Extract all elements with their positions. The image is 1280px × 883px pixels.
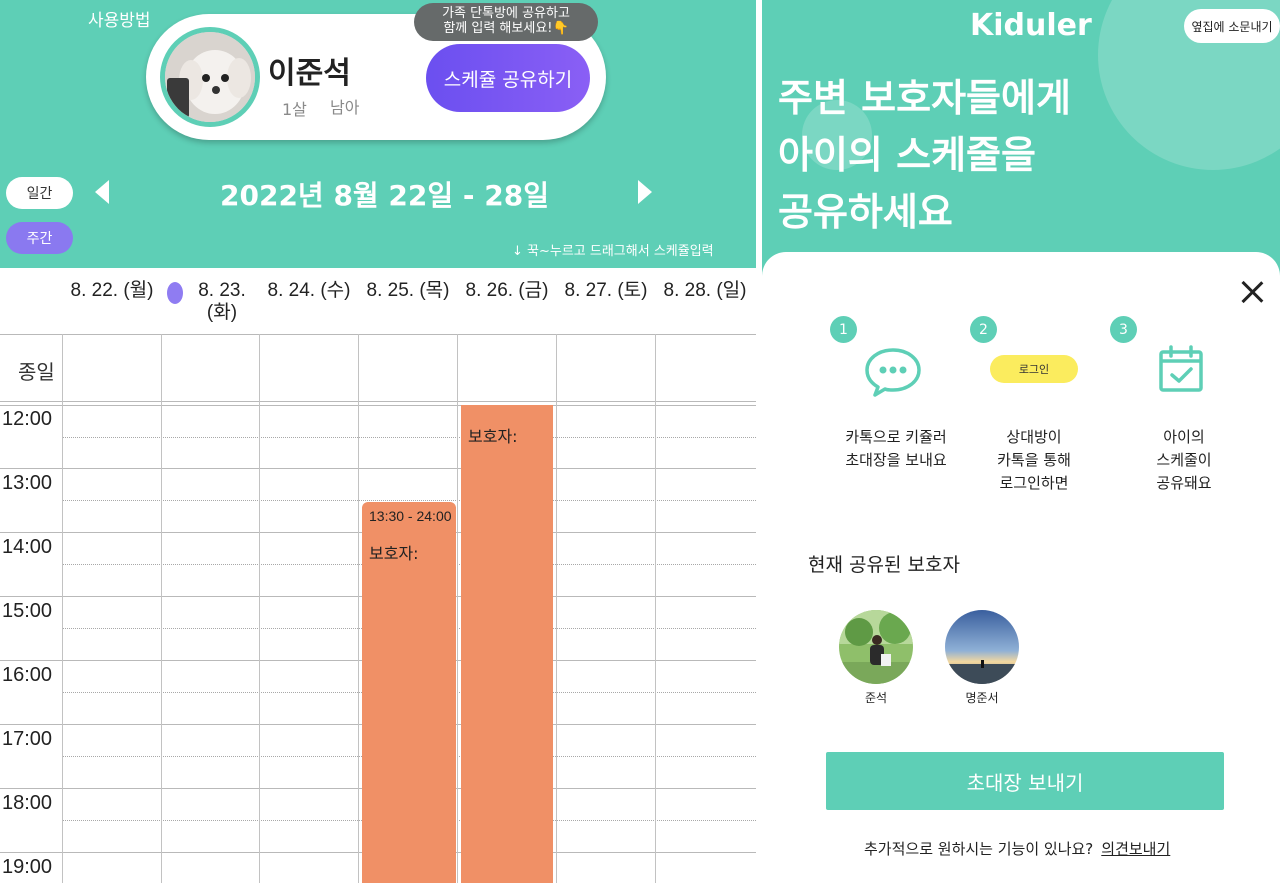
spread-word-button[interactable]: 옆집에 소문내기	[1184, 9, 1280, 43]
event-title: 보호자:	[468, 427, 518, 446]
share-schedule-button[interactable]: 스케쥴 공유하기	[426, 44, 590, 112]
step-text: 카톡으로 키쥴러 초대장을 보내요	[845, 428, 947, 469]
feedback-row: 추가적으로 원하시는 기능이 있나요? 의견보내기	[864, 838, 1170, 859]
step-text: 상대방이 카톡을 통해 로그인하면	[997, 428, 1071, 492]
share-tooltip: 가족 단톡방에 공유하고 함께 입력 해보세요!👇	[414, 3, 598, 41]
next-week-icon[interactable]	[638, 180, 652, 204]
today-indicator-icon	[167, 282, 183, 304]
guardian-avatar	[945, 610, 1019, 684]
share-sheet: 1 2 3 로그인 카톡으로 키쥴러 초대장을 보내요 상대방이 카톡을 통해 …	[762, 252, 1280, 883]
chat-bubble-icon	[865, 348, 921, 397]
day-label-wed[interactable]: 8. 24. (수)	[267, 280, 351, 301]
time-label: 17:00	[2, 728, 53, 750]
child-gender: 남아	[330, 98, 360, 117]
time-label: 14:00	[2, 536, 53, 558]
guardian-name: 명준서	[965, 691, 999, 705]
shared-guardians-title: 현재 공유된 보호자	[808, 554, 960, 576]
guardian-name: 준석	[864, 691, 888, 705]
login-badge: 로그인	[990, 355, 1078, 383]
weekly-view-toggle[interactable]: 주간	[6, 222, 73, 254]
all-day-label: 종일	[18, 360, 55, 384]
feedback-text: 추가적으로 원하시는 기능이 있나요?	[864, 840, 1094, 858]
child-avatar	[160, 27, 260, 127]
schedule-event-fri[interactable]: 보호자:	[461, 405, 553, 883]
decor-circle	[802, 100, 872, 170]
day-label-tue[interactable]: 8. 23. (화)	[198, 280, 246, 323]
time-label: 19:00	[2, 856, 53, 878]
time-label: 15:00	[2, 600, 53, 622]
hero-heading: 주변 보호자들에게 아이의 스케줄을 공유하세요	[778, 76, 1071, 234]
guardian-item[interactable]: 준석	[838, 610, 914, 706]
schedule-panel: 사용방법 이준석 1살 남아 스케쥴 공유하기 가족 단톡방에 공유하고 함께 …	[0, 0, 756, 883]
day-label-sat[interactable]: 8. 27. (토)	[564, 280, 648, 301]
day-label-sun[interactable]: 8. 28. (일)	[663, 280, 747, 301]
guardian-item[interactable]: 명준서	[944, 610, 1020, 706]
how-to-link[interactable]: 사용방법	[88, 11, 151, 31]
time-label: 12:00	[2, 408, 53, 430]
step-number: 1	[830, 316, 857, 343]
day-header-row: 8. 22. (월) 8. 23. (화) 8. 24. (수) 8. 25. …	[0, 268, 756, 334]
brand-logo: Kiduler	[970, 8, 1092, 43]
event-time: 13:30 - 24:00	[369, 508, 452, 524]
schedule-event-thu[interactable]: 13:30 - 24:00 보호자:	[362, 502, 456, 883]
guardian-avatar	[839, 610, 913, 684]
send-invite-button[interactable]: 초대장 보내기	[826, 752, 1224, 810]
step-text: 아이의 스케줄이 공유돼요	[1156, 428, 1212, 492]
schedule-header: 사용방법 이준석 1살 남아 스케쥴 공유하기 가족 단톡방에 공유하고 함께 …	[0, 0, 756, 268]
time-label: 18:00	[2, 792, 53, 814]
day-label-fri[interactable]: 8. 26. (금)	[465, 280, 549, 301]
time-label: 13:00	[2, 472, 53, 494]
step-number: 3	[1110, 316, 1137, 343]
share-panel: Kiduler 옆집에 소문내기 주변 보호자들에게 아이의 스케줄을 공유하세…	[762, 0, 1280, 883]
close-icon[interactable]	[1240, 280, 1264, 304]
child-name: 이준석	[268, 56, 351, 91]
daily-view-toggle[interactable]: 일간	[6, 177, 73, 209]
send-feedback-link[interactable]: 의견보내기	[1101, 840, 1171, 858]
time-label: 16:00	[2, 664, 53, 686]
drag-hint: ↓ 꾹~누르고 드래그해서 스케쥴입력	[512, 244, 714, 259]
week-grid[interactable]: 종일 12:00 13:00 14:00 15:00 16:00 17:00 1…	[0, 334, 756, 883]
day-label-mon[interactable]: 8. 22. (월)	[70, 280, 154, 301]
child-age: 1살	[282, 100, 307, 119]
day-label-thu[interactable]: 8. 25. (목)	[366, 280, 450, 301]
calendar-check-icon	[1159, 345, 1203, 392]
prev-week-icon[interactable]	[95, 180, 109, 204]
week-range-title: 2022년 8월 22일 - 28일	[220, 179, 549, 212]
event-title: 보호자:	[369, 544, 419, 563]
step-number: 2	[970, 316, 997, 343]
panel-divider	[756, 0, 762, 883]
